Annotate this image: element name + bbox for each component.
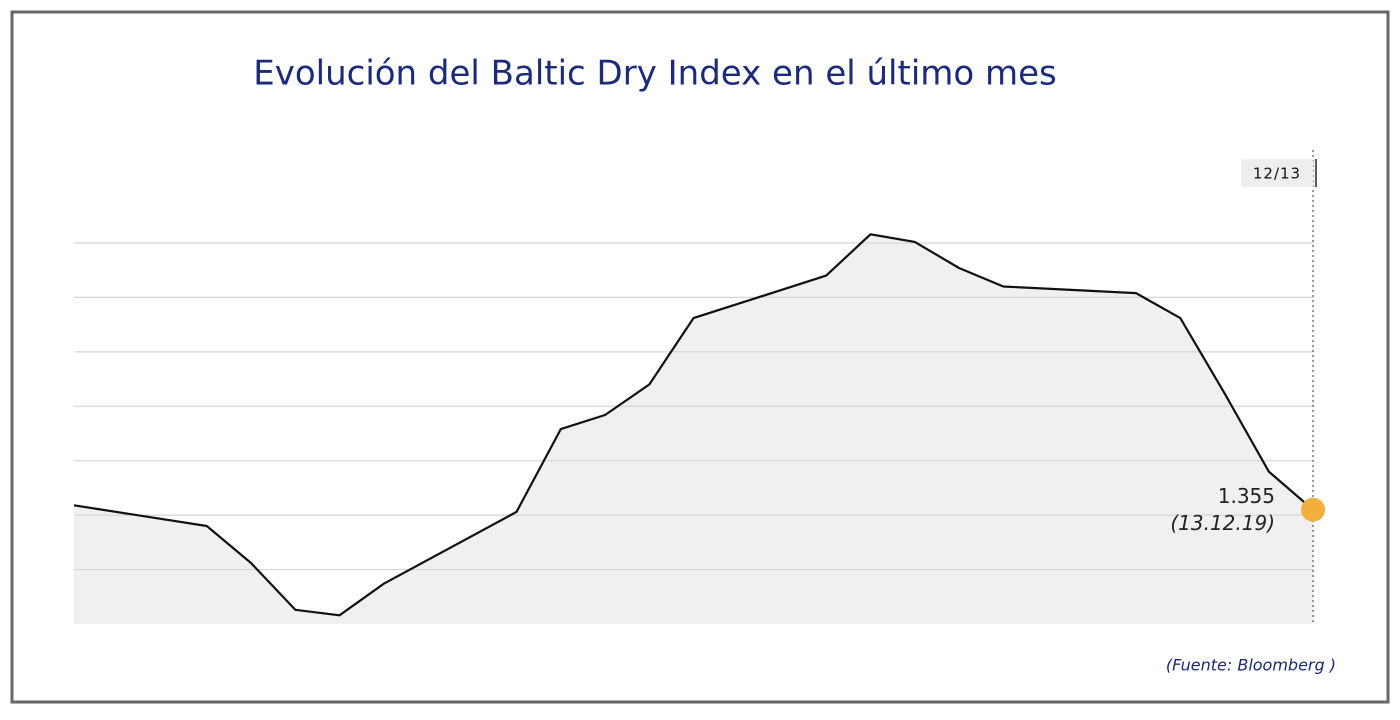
area bbox=[74, 234, 1313, 625]
point-annotation: (13.12.19) bbox=[1170, 511, 1275, 535]
value-label: 1.355 bbox=[1218, 484, 1275, 508]
chart-title: Evolución del Baltic Dry Index en el últ… bbox=[253, 54, 1057, 94]
line bbox=[73, 233, 1314, 617]
marker bbox=[1301, 497, 1325, 522]
source: (Fuente: Bloomberg ) bbox=[1166, 656, 1336, 675]
x-tick-box bbox=[1241, 159, 1313, 187]
x-tick-label: 12/13 bbox=[1253, 165, 1301, 183]
